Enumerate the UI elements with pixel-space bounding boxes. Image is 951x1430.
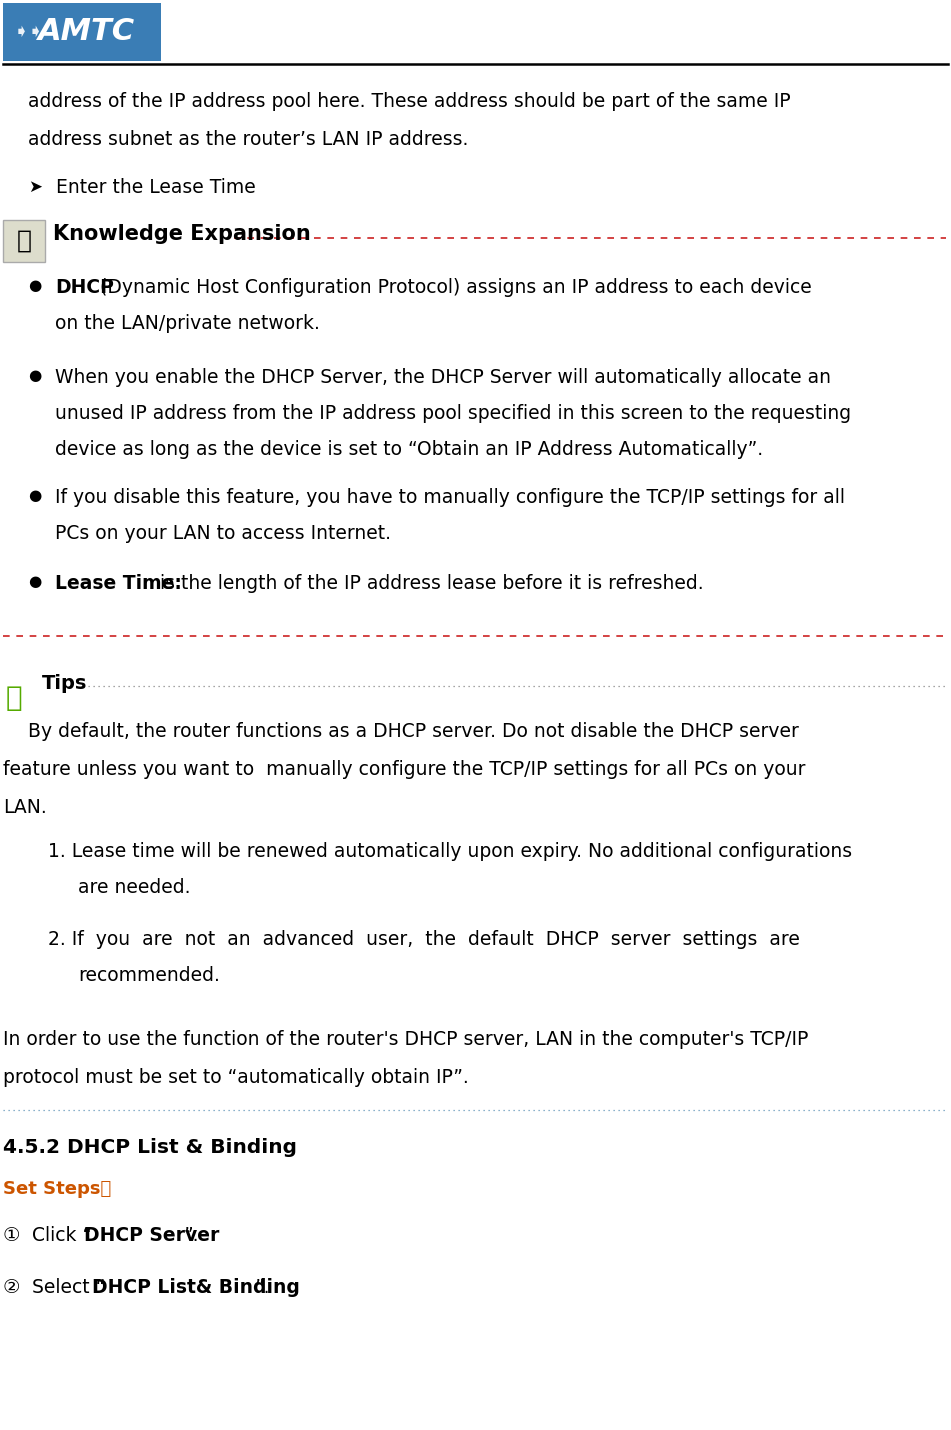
Text: address subnet as the router’s LAN IP address.: address subnet as the router’s LAN IP ad… (28, 130, 469, 149)
Text: Tips: Tips (42, 674, 87, 694)
Text: (Dynamic Host Configuration Protocol) assigns an IP address to each device: (Dynamic Host Configuration Protocol) as… (94, 277, 811, 297)
Text: DHCP List& Binding: DHCP List& Binding (92, 1278, 300, 1297)
FancyBboxPatch shape (3, 220, 45, 262)
Text: PCs on your LAN to access Internet.: PCs on your LAN to access Internet. (55, 523, 391, 543)
Text: ”.: ”. (254, 1278, 269, 1297)
Text: is the length of the IP address lease before it is refreshed.: is the length of the IP address lease be… (154, 573, 704, 593)
Text: ●: ● (28, 368, 41, 383)
Text: device as long as the device is set to “Obtain an IP Address Automatically”.: device as long as the device is set to “… (55, 440, 763, 459)
FancyBboxPatch shape (3, 3, 161, 61)
Text: ●: ● (28, 277, 41, 293)
Text: ●: ● (28, 573, 41, 589)
Text: protocol must be set to “automatically obtain IP”.: protocol must be set to “automatically o… (3, 1068, 469, 1087)
Text: 1. Lease time will be renewed automatically upon expiry. No additional configura: 1. Lease time will be renewed automatica… (48, 842, 852, 861)
Text: 4.5.2 DHCP List & Binding: 4.5.2 DHCP List & Binding (3, 1138, 297, 1157)
Text: ➧➧: ➧➧ (13, 23, 44, 41)
Text: address of the IP address pool here. These address should be part of the same IP: address of the IP address pool here. The… (28, 92, 790, 112)
Text: 💡: 💡 (6, 684, 23, 712)
Text: feature unless you want to  manually configure the TCP/IP settings for all PCs o: feature unless you want to manually conf… (3, 759, 805, 779)
Text: By default, the router functions as a DHCP server. Do not disable the DHCP serve: By default, the router functions as a DH… (28, 722, 799, 741)
Text: ➤: ➤ (28, 177, 42, 196)
Text: ”.: ”. (184, 1226, 199, 1246)
Text: recommended.: recommended. (78, 967, 220, 985)
Text: ●: ● (28, 488, 41, 503)
Text: If you disable this feature, you have to manually configure the TCP/IP settings : If you disable this feature, you have to… (55, 488, 845, 508)
Text: Knowledge Expansion: Knowledge Expansion (53, 225, 311, 245)
Text: 📖: 📖 (16, 229, 31, 253)
Text: AMTC: AMTC (38, 17, 135, 47)
Text: ②: ② (3, 1278, 21, 1297)
Text: Select “: Select “ (32, 1278, 106, 1297)
Text: Click “: Click “ (32, 1226, 92, 1246)
Text: unused IP address from the IP address pool specified in this screen to the reque: unused IP address from the IP address po… (55, 405, 851, 423)
Text: In order to use the function of the router's DHCP server, LAN in the computer's : In order to use the function of the rout… (3, 1030, 808, 1050)
Text: DHCP: DHCP (55, 277, 114, 297)
Text: 2. If  you  are  not  an  advanced  user,  the  default  DHCP  server  settings : 2. If you are not an advanced user, the … (48, 930, 800, 950)
Text: on the LAN/private network.: on the LAN/private network. (55, 315, 320, 333)
Text: Lease Time:: Lease Time: (55, 573, 182, 593)
Text: When you enable the DHCP Server, the DHCP Server will automatically allocate an: When you enable the DHCP Server, the DHC… (55, 368, 831, 388)
Text: Enter the Lease Time: Enter the Lease Time (56, 177, 256, 197)
Text: Set Steps：: Set Steps： (3, 1180, 111, 1198)
Text: ①: ① (3, 1226, 21, 1246)
Text: LAN.: LAN. (3, 798, 47, 817)
Text: DHCP Server: DHCP Server (85, 1226, 220, 1246)
Text: are needed.: are needed. (78, 878, 190, 897)
